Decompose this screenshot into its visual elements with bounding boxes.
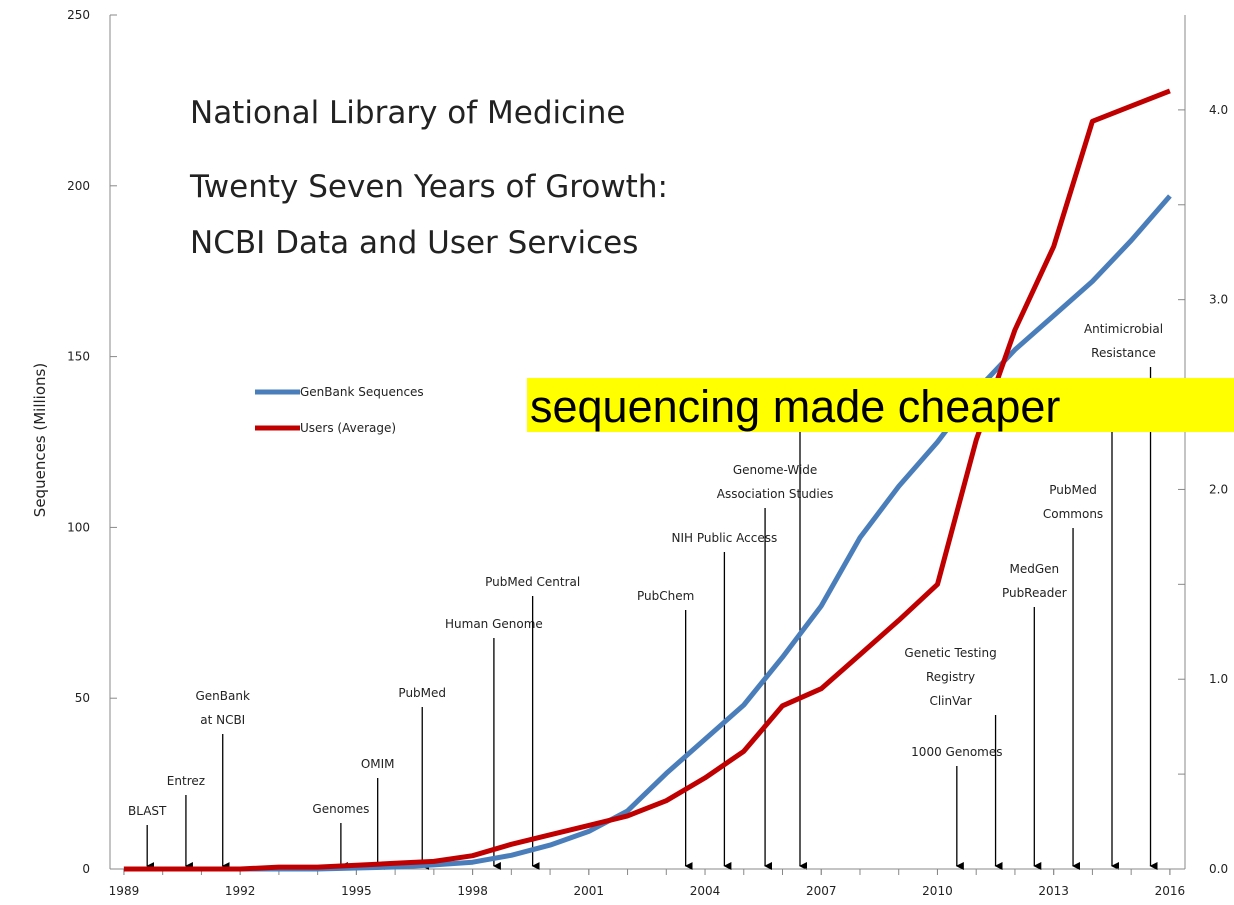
annotation-text: Registry: [926, 670, 975, 684]
annotation-text: BLAST: [128, 804, 167, 818]
annotation-text: ClinVar: [929, 694, 971, 708]
x-tick-label: 2010: [922, 884, 953, 898]
legend-label: GenBank Sequences: [300, 385, 424, 399]
y-axis-label: Sequences (Millions): [31, 363, 49, 517]
annotation-text: PubMed Central: [485, 575, 580, 589]
x-tick-label: 1998: [457, 884, 488, 898]
x-tick-label: 1992: [225, 884, 256, 898]
annotation-text: Human Genome: [445, 617, 543, 631]
annotation-text: Entrez: [167, 774, 205, 788]
y-tick-label: 50: [75, 691, 90, 705]
y2-tick-label: 2.0: [1209, 482, 1228, 496]
annotation-text: PubReader: [1002, 586, 1067, 600]
annotation-text: PubMed: [398, 686, 446, 700]
x-tick-label: 2004: [690, 884, 721, 898]
annotation-text: Association Studies: [717, 487, 834, 501]
y-tick-label: 0: [82, 862, 90, 876]
y2-tick-label: 3.0: [1209, 293, 1228, 307]
x-tick-label: 2013: [1038, 884, 1069, 898]
annotation-text: Genome-Wide: [733, 463, 817, 477]
y2-tick-label: 0.0: [1209, 862, 1228, 876]
annotation-text: Genetic Testing: [904, 646, 996, 660]
annotation-text: OMIM: [361, 757, 395, 771]
legend-label: Users (Average): [300, 421, 396, 435]
annotation-text: NIH Public Access: [672, 531, 778, 545]
x-tick-label: 2016: [1155, 884, 1186, 898]
banner-background: [527, 378, 1234, 432]
chart-title: National Library of Medicine: [190, 95, 626, 131]
annotation-text: at NCBI: [200, 713, 245, 727]
annotation-text: MedGen: [1009, 562, 1059, 576]
x-tick-label: 1995: [341, 884, 372, 898]
y2-tick-label: 4.0: [1209, 103, 1228, 117]
overlay: sequencing made cheaper: [527, 378, 1234, 432]
annotation-text: PubMed: [1049, 483, 1097, 497]
y-tick-label: 100: [67, 520, 90, 534]
annotation-text: Antimicrobial: [1084, 322, 1163, 336]
y-tick-label: 200: [67, 179, 90, 193]
annotation-text: Resistance: [1091, 346, 1156, 360]
banner-text: sequencing made cheaper: [530, 381, 1060, 432]
annotation-text: PubChem: [637, 589, 694, 603]
x-tick-label: 1989: [109, 884, 140, 898]
x-tick-label: 2001: [574, 884, 605, 898]
chart-subtitle: NCBI Data and User Services: [190, 225, 638, 261]
chart-subtitle: Twenty Seven Years of Growth:: [189, 169, 668, 205]
x-tick-label: 2007: [806, 884, 837, 898]
annotation-text: 1000 Genomes: [911, 745, 1002, 759]
annotation-text: Commons: [1043, 507, 1103, 521]
annotation-text: GenBank: [196, 689, 250, 703]
y-tick-label: 250: [67, 8, 90, 22]
annotation-text: Genomes: [312, 802, 369, 816]
y-tick-label: 150: [67, 350, 90, 364]
y2-tick-label: 1.0: [1209, 672, 1228, 686]
